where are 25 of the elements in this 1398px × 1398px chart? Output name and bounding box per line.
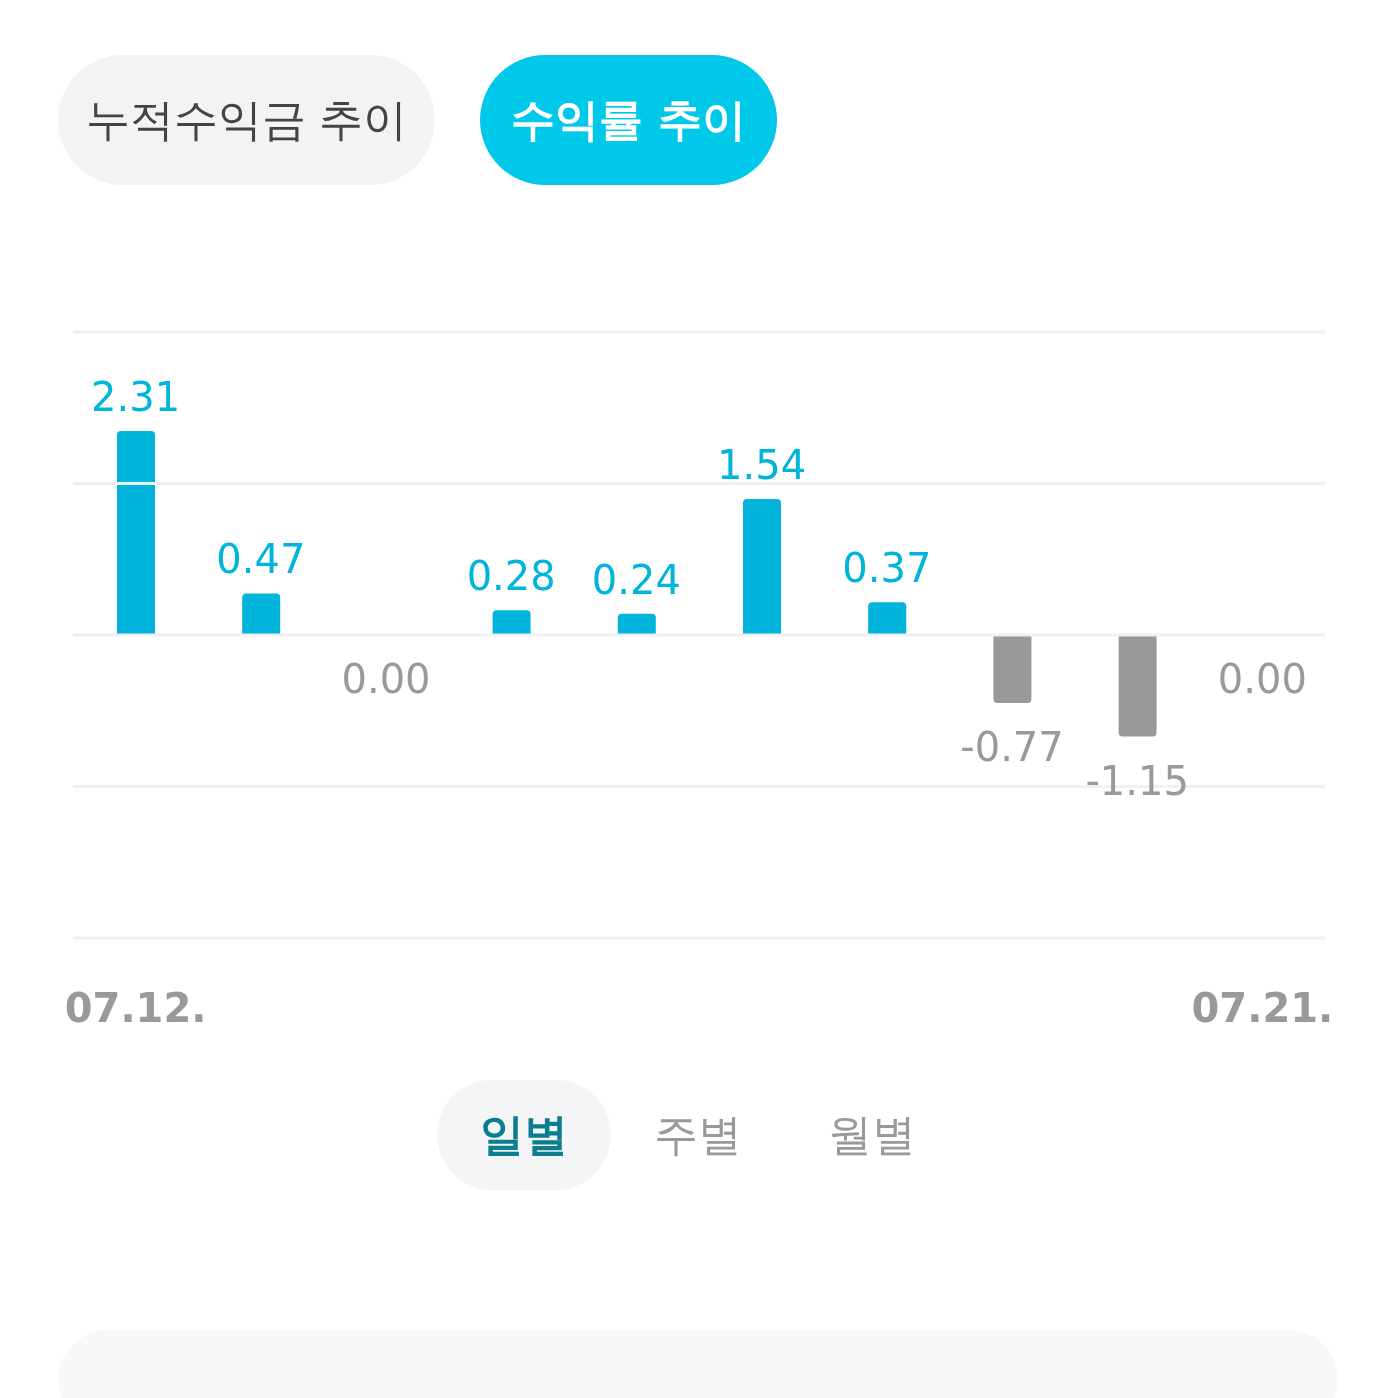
data-label: 0.00 (1217, 656, 1307, 702)
text: 월별 (828, 1107, 916, 1162)
text: 주별 (654, 1107, 742, 1162)
bar (492, 610, 531, 635)
bar (993, 635, 1032, 704)
data-label: 0.28 (466, 553, 556, 600)
data-label: 2.31 (91, 373, 181, 420)
bar (868, 602, 907, 635)
x-tick-label: 07.21. (1191, 985, 1334, 1032)
data-label: -1.15 (1085, 757, 1189, 804)
bar (743, 498, 781, 635)
bar (242, 593, 281, 635)
data-label: 0.37 (842, 545, 932, 592)
text: 누적수익금 추이 (85, 92, 408, 147)
bar (117, 430, 155, 635)
text: 수익률 추이 (510, 92, 747, 147)
bar (1118, 635, 1157, 737)
data-label: 0.47 (216, 536, 306, 583)
data-label: 0.24 (591, 556, 681, 603)
text: 일별 (480, 1107, 568, 1162)
data-label: -0.77 (960, 724, 1064, 771)
bar (617, 613, 656, 635)
data-label: 0.00 (341, 656, 431, 702)
data-label: 1.54 (717, 441, 807, 488)
x-tick-label: 07.12. (64, 985, 207, 1032)
